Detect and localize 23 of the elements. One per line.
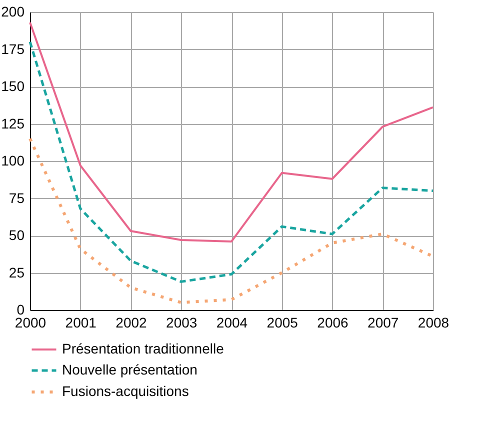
y-tick-label: 200 [1,4,25,20]
legend-label: Nouvelle présentation [62,362,198,378]
x-tick-label: 2004 [216,314,248,330]
legend-label: Fusions-acquisitions [62,383,189,399]
y-tick-label: 75 [8,190,25,206]
x-tick-label: 2007 [368,314,399,330]
x-tick-label: 2000 [14,314,46,330]
x-tick-label: 2001 [65,314,97,330]
y-tick-label: 25 [8,264,25,280]
line-series [29,21,434,242]
y-tick-label: 175 [1,40,25,57]
legend-label: Présentation traditionnelle [62,340,224,356]
y-tick-label: 150 [1,78,25,94]
x-tick-label: 2008 [418,314,450,330]
y-tick-label: 125 [1,115,25,132]
y-tick-label: 50 [8,227,25,243]
y-tick-label: 100 [1,152,25,168]
x-tick-label: 2002 [116,314,148,330]
x-tick-label: 2006 [317,314,349,330]
x-tick-label: 2003 [166,314,198,330]
line-series [28,40,434,283]
y-tick-label: 0 [16,302,25,318]
x-tick-label: 2005 [266,314,298,330]
